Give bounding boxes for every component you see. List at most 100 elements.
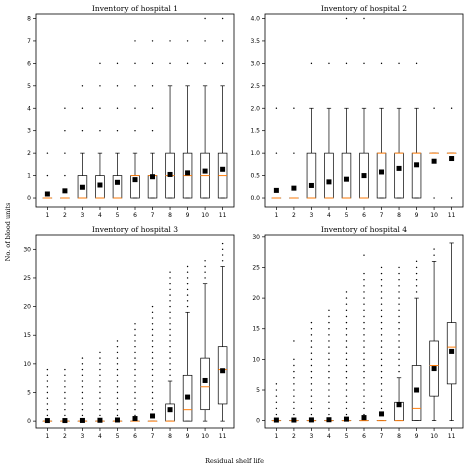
flier-point bbox=[363, 401, 365, 403]
x-tick-label: 11 bbox=[448, 433, 456, 440]
x-tick-label: 6 bbox=[362, 433, 366, 440]
box-10 bbox=[429, 248, 439, 421]
flier-point bbox=[64, 374, 66, 377]
flier-point bbox=[380, 340, 383, 342]
flier-point bbox=[116, 129, 119, 132]
flier-point bbox=[99, 129, 101, 132]
y-tick-label: 20 bbox=[23, 304, 31, 311]
flier-point bbox=[186, 62, 189, 65]
flier-point bbox=[398, 279, 400, 281]
flier-point bbox=[293, 364, 295, 367]
box-6 bbox=[359, 254, 369, 422]
x-tick-label: 1 bbox=[45, 212, 49, 219]
flier-point bbox=[450, 107, 453, 109]
panel-hospital-4: Inventory of hospital 4 0 5 10 15 20 25 30 1 2 3 4 5… bbox=[252, 225, 464, 440]
x-tick-label: 10 bbox=[201, 433, 209, 440]
flier-point bbox=[151, 386, 154, 388]
box-body bbox=[446, 322, 457, 385]
flier-point bbox=[363, 285, 365, 287]
flier-point bbox=[99, 107, 101, 109]
mean-marker bbox=[291, 417, 297, 423]
flier-point bbox=[310, 401, 313, 403]
flier-point bbox=[380, 297, 383, 299]
flier-point bbox=[328, 334, 330, 336]
flier-point bbox=[169, 62, 171, 65]
flier-point bbox=[363, 17, 365, 20]
flier-point bbox=[380, 266, 383, 269]
box-3 bbox=[77, 357, 88, 423]
flier-point bbox=[221, 62, 224, 65]
box-3 bbox=[77, 85, 88, 199]
flier-point bbox=[169, 294, 171, 296]
flier-point bbox=[345, 303, 348, 305]
flier-point bbox=[99, 391, 101, 394]
panel-hospital-2: Inventory of hospital 2 0.0 0.5 1.0 1.5 2.0 2.… bbox=[250, 4, 464, 219]
flier-point bbox=[64, 368, 66, 371]
x-axis-label: Residual shelf life bbox=[205, 457, 264, 465]
box-7 bbox=[376, 62, 387, 199]
flier-point bbox=[151, 129, 154, 132]
x-tick-label: 11 bbox=[448, 212, 456, 219]
x-tick-label: 9 bbox=[415, 212, 419, 219]
x-tick-label: 7 bbox=[380, 212, 384, 219]
flier-point bbox=[221, 254, 224, 256]
flier-point bbox=[380, 315, 383, 318]
chart-title: Inventory of hospital 2 bbox=[321, 4, 407, 13]
flier-point bbox=[293, 358, 295, 361]
flier-point bbox=[134, 40, 136, 42]
y-tick-label: 10 bbox=[252, 356, 260, 363]
y-tick-label: 0.5 bbox=[250, 173, 260, 180]
flier-point bbox=[310, 358, 313, 361]
flier-point bbox=[99, 414, 101, 417]
flier-point bbox=[151, 408, 154, 411]
flier-point bbox=[116, 408, 119, 411]
mean-marker bbox=[343, 416, 349, 422]
flier-point bbox=[328, 352, 330, 354]
flier-point bbox=[99, 85, 101, 87]
flier-point bbox=[151, 391, 154, 394]
flier-point bbox=[99, 386, 101, 388]
flier-point bbox=[345, 62, 348, 65]
mean-marker bbox=[273, 417, 279, 423]
flier-point bbox=[345, 297, 348, 299]
flier-point bbox=[398, 303, 400, 305]
flier-point bbox=[151, 403, 154, 405]
flier-point bbox=[134, 351, 136, 354]
box-11 bbox=[217, 17, 228, 199]
box-9 bbox=[182, 265, 193, 422]
mean-marker bbox=[379, 411, 385, 417]
flier-point bbox=[310, 62, 313, 65]
flier-point bbox=[363, 383, 365, 385]
flier-point bbox=[415, 291, 418, 293]
flier-point bbox=[328, 346, 330, 348]
flier-point bbox=[380, 346, 383, 348]
flier-point bbox=[328, 401, 330, 403]
mean-marker bbox=[449, 156, 455, 162]
mean-marker bbox=[361, 415, 367, 421]
flier-point bbox=[398, 364, 400, 367]
mean-marker bbox=[150, 413, 156, 419]
x-tick-label: 6 bbox=[133, 212, 137, 219]
box-2 bbox=[60, 368, 70, 424]
box-body bbox=[112, 175, 123, 199]
flier-point bbox=[186, 288, 189, 291]
flier-point bbox=[363, 377, 365, 379]
x-tick-label: 9 bbox=[186, 433, 190, 440]
flier-point bbox=[221, 248, 224, 251]
flier-point bbox=[275, 389, 278, 391]
flier-point bbox=[151, 40, 154, 42]
flier-point bbox=[380, 352, 383, 354]
flier-point bbox=[64, 408, 66, 411]
flier-point bbox=[450, 197, 453, 199]
flier-point bbox=[151, 340, 154, 342]
x-tick-label: 1 bbox=[274, 212, 278, 219]
flier-point bbox=[169, 374, 171, 377]
flier-point bbox=[99, 374, 101, 377]
box-2 bbox=[289, 340, 299, 423]
x-tick-label: 4 bbox=[98, 433, 102, 440]
mean-marker bbox=[62, 418, 68, 424]
y-tick-label: 1.5 bbox=[250, 128, 260, 135]
flier-point bbox=[293, 407, 295, 410]
flier-point bbox=[328, 364, 330, 367]
flier-point bbox=[345, 413, 348, 416]
